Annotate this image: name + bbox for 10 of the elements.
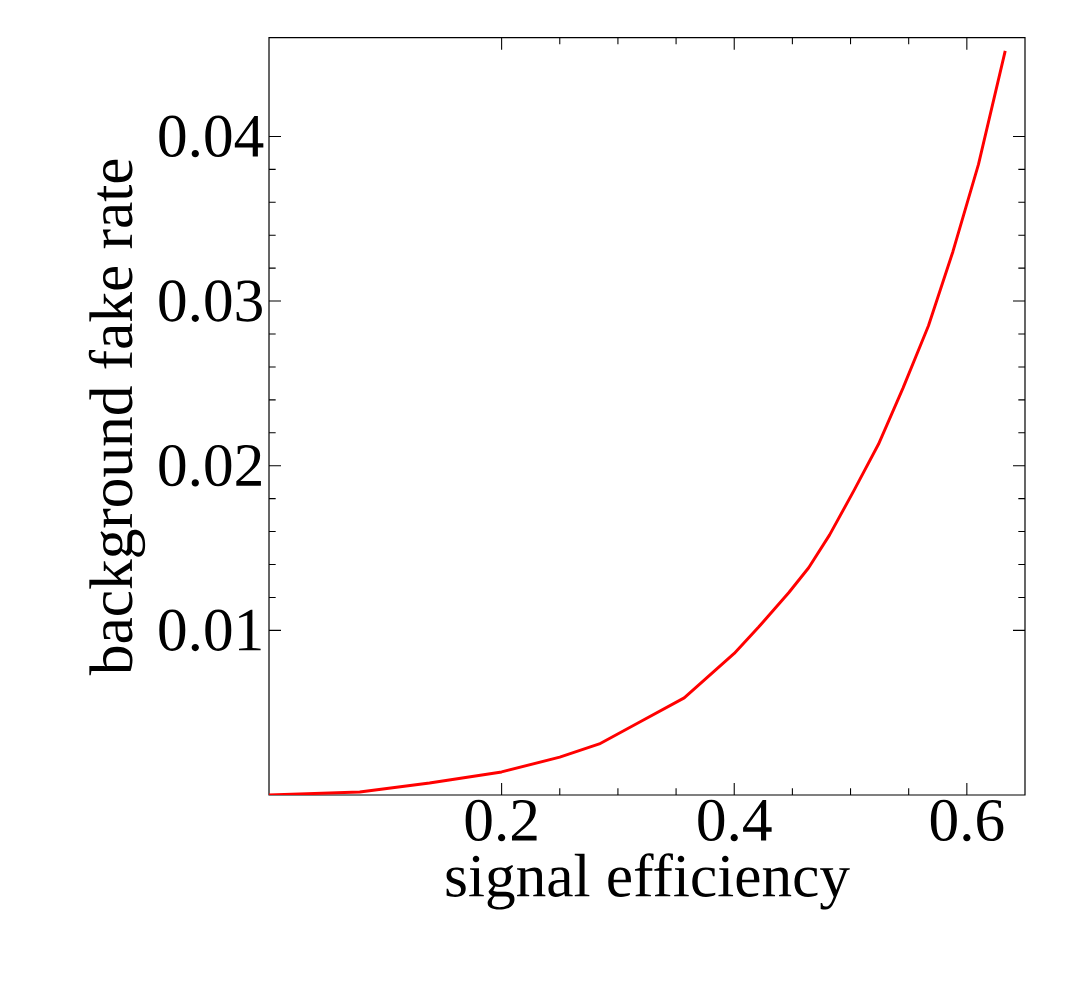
x-axis-title: signal efficiency bbox=[446, 853, 850, 910]
y-tick-label: 0.03 bbox=[159, 280, 262, 322]
x-tick-label: 0.6 bbox=[930, 799, 1004, 842]
x-tick-label: 0.4 bbox=[698, 799, 772, 842]
y-tick-label: 0.01 bbox=[159, 609, 261, 652]
y-tick-label: 0.02 bbox=[159, 444, 261, 487]
x-tick-label: 0.2 bbox=[465, 799, 537, 842]
line-series bbox=[269, 49, 1007, 795]
y-tick-label: 0.04 bbox=[159, 115, 264, 158]
y-axis-title: background fake rate bbox=[88, 159, 146, 676]
